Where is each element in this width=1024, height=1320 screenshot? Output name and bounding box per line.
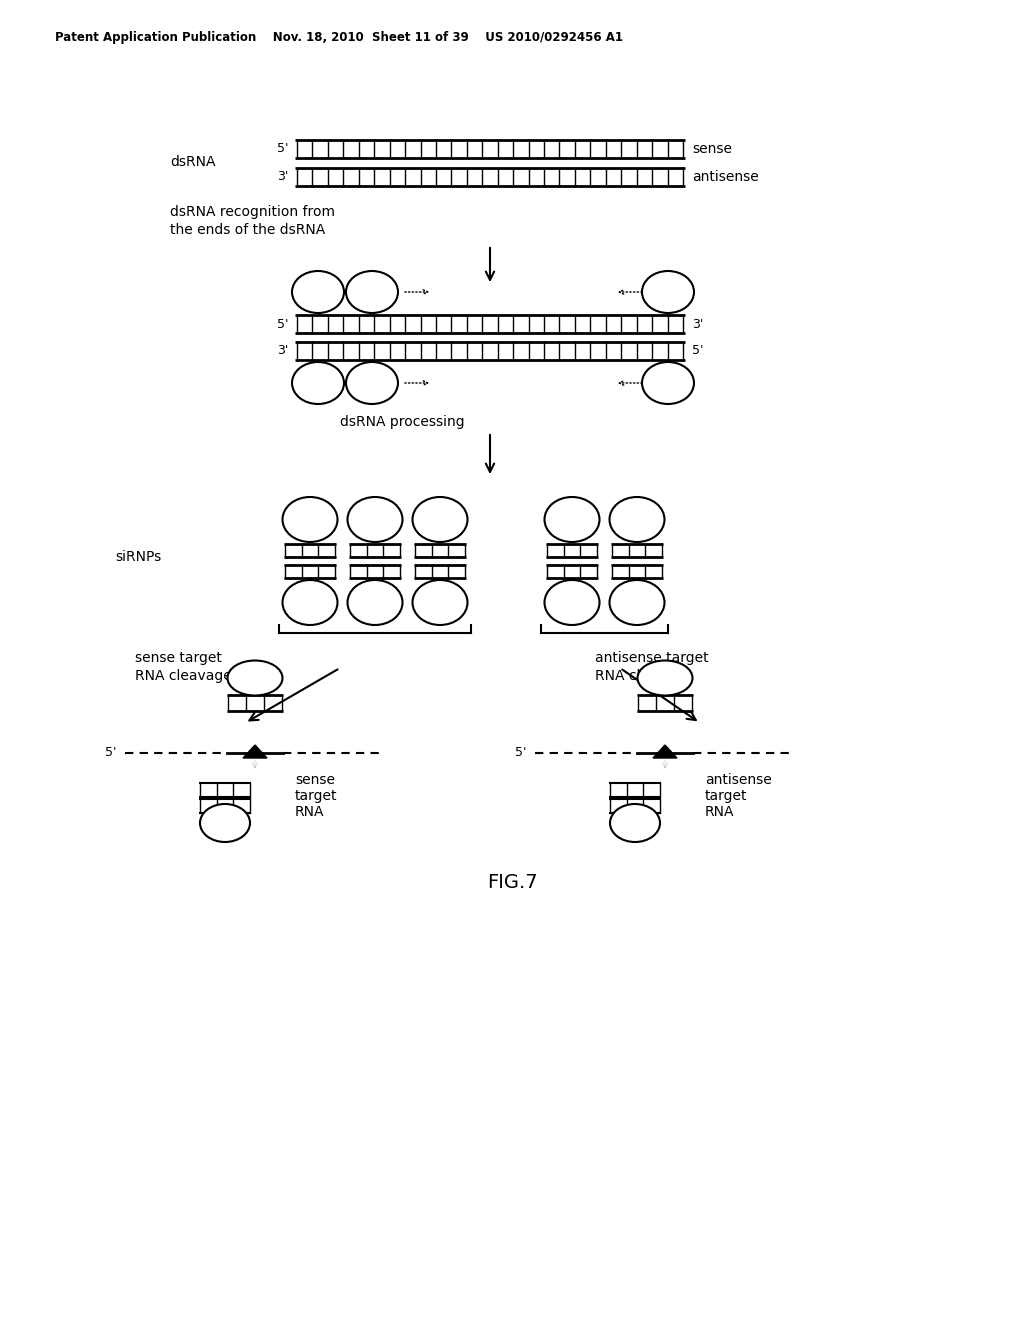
Text: 5': 5': [515, 747, 527, 759]
Text: sense: sense: [692, 143, 732, 156]
Text: the ends of the dsRNA: the ends of the dsRNA: [170, 223, 326, 238]
Text: siRNPs: siRNPs: [115, 550, 161, 564]
Text: 3': 3': [692, 318, 703, 330]
Ellipse shape: [347, 579, 402, 624]
Text: dsRNA processing: dsRNA processing: [340, 414, 465, 429]
Ellipse shape: [609, 498, 665, 543]
Text: Patent Application Publication    Nov. 18, 2010  Sheet 11 of 39    US 2010/02924: Patent Application Publication Nov. 18, …: [55, 32, 623, 45]
Text: dsRNA: dsRNA: [170, 154, 215, 169]
Text: 3': 3': [276, 345, 288, 358]
Ellipse shape: [200, 804, 250, 842]
Polygon shape: [243, 744, 267, 758]
Ellipse shape: [346, 271, 398, 313]
Text: RNA cleavage: RNA cleavage: [595, 669, 692, 682]
Text: antisense target: antisense target: [595, 651, 709, 665]
Ellipse shape: [413, 579, 468, 624]
Text: 3': 3': [276, 170, 288, 183]
Ellipse shape: [283, 579, 338, 624]
Ellipse shape: [346, 362, 398, 404]
Ellipse shape: [642, 271, 694, 313]
Text: dsRNA recognition from: dsRNA recognition from: [170, 205, 335, 219]
Ellipse shape: [638, 660, 692, 696]
Ellipse shape: [347, 498, 402, 543]
Ellipse shape: [292, 362, 344, 404]
Ellipse shape: [545, 498, 599, 543]
Ellipse shape: [227, 660, 283, 696]
Text: RNA cleavage: RNA cleavage: [135, 669, 231, 682]
Ellipse shape: [610, 804, 660, 842]
Text: 5': 5': [276, 143, 288, 156]
Ellipse shape: [545, 579, 599, 624]
Ellipse shape: [292, 271, 344, 313]
Text: antisense
target
RNA: antisense target RNA: [705, 774, 772, 820]
Text: sense
target
RNA: sense target RNA: [295, 774, 338, 820]
Ellipse shape: [609, 579, 665, 624]
Ellipse shape: [283, 498, 338, 543]
Polygon shape: [653, 744, 677, 758]
Ellipse shape: [642, 362, 694, 404]
Ellipse shape: [413, 498, 468, 543]
Text: 5': 5': [276, 318, 288, 330]
Text: FIG.7: FIG.7: [486, 874, 538, 892]
Text: 5': 5': [692, 345, 703, 358]
Text: sense target: sense target: [135, 651, 222, 665]
Text: 5': 5': [105, 747, 117, 759]
Text: antisense: antisense: [692, 170, 759, 183]
